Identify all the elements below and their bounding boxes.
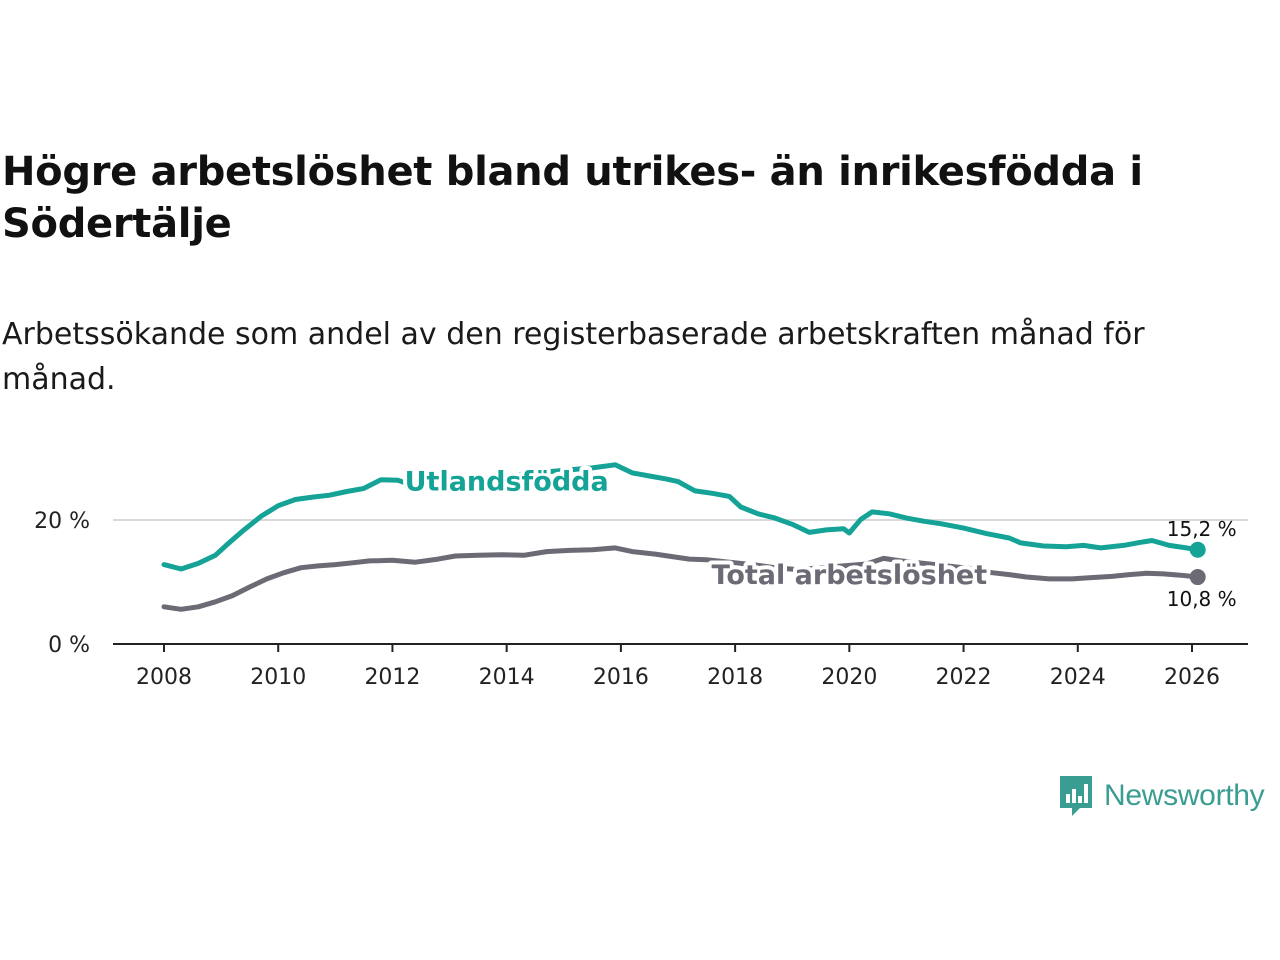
chart-subtitle: Arbetssökande som andel av den registerb… bbox=[2, 317, 1145, 397]
series-endpoint bbox=[1189, 541, 1206, 558]
series-label-utlandsfodda: Utlandsfödda bbox=[405, 466, 609, 497]
series-line-total bbox=[161, 545, 1201, 612]
newsworthy-logo-icon bbox=[1060, 776, 1092, 816]
end-value-label: 15,2 % bbox=[1167, 517, 1237, 541]
x-tick-label: 2010 bbox=[250, 665, 306, 690]
series-label-halo: Total arbetslöshet bbox=[712, 560, 988, 591]
x-tick-label: 2026 bbox=[1164, 665, 1220, 690]
series-label-total: Total arbetslöshet bbox=[712, 560, 988, 591]
end-value-label: 10,8 % bbox=[1167, 587, 1237, 611]
brand-name: Newsworthy bbox=[1104, 779, 1265, 812]
x-tick-label: 2014 bbox=[479, 665, 535, 690]
x-tick-label: 2012 bbox=[364, 665, 420, 690]
y-tick-label: 20 % bbox=[34, 509, 90, 534]
y-tick-label: 0 % bbox=[48, 633, 90, 658]
series-endpoint bbox=[1189, 569, 1206, 586]
x-tick-label: 2022 bbox=[936, 665, 992, 690]
line-chart: 0 % 20 % 2008 2010 2012 2014 2016 2018 2020 2022 2… bbox=[34, 462, 1248, 690]
x-tick-label: 2008 bbox=[136, 665, 192, 690]
x-tick-label: 2020 bbox=[821, 665, 877, 690]
x-tick-label: 2018 bbox=[707, 665, 763, 690]
series-line-utlandsfodda bbox=[161, 462, 1201, 572]
x-tick-label: 2016 bbox=[593, 665, 649, 690]
series-label-halo: Utlandsfödda bbox=[405, 466, 609, 497]
newsworthy-brand[interactable]: Newsworthy bbox=[1058, 774, 1265, 818]
chart-title: Högre arbetslöshet bland utrikes- än inr… bbox=[2, 149, 1143, 247]
x-tick-label: 2024 bbox=[1050, 665, 1106, 690]
